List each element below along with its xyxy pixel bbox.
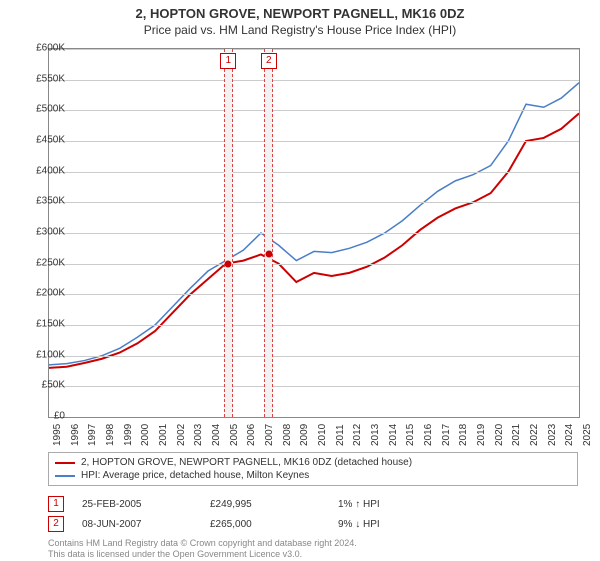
x-axis-label: 1998 <box>105 424 116 446</box>
y-axis-label: £100K <box>36 349 65 360</box>
legend-item-hpi: HPI: Average price, detached house, Milt… <box>55 469 571 482</box>
x-axis-label: 2000 <box>140 424 151 446</box>
x-axis-label: 2011 <box>335 424 346 446</box>
transaction-marker-box: 1 <box>48 496 64 512</box>
transaction-dot <box>225 260 232 267</box>
x-axis-label: 2025 <box>582 424 593 446</box>
footer: 1 25-FEB-2005 £249,995 1% ↑ HPI 2 08-JUN… <box>48 494 578 561</box>
x-axis-label: 1997 <box>87 424 98 446</box>
x-axis-label: 2014 <box>388 424 399 446</box>
legend: 2, HOPTON GROVE, NEWPORT PAGNELL, MK16 0… <box>48 452 578 486</box>
x-axis-label: 1996 <box>70 424 81 446</box>
chart-plot-area: 12 <box>48 48 580 418</box>
x-axis-label: 2012 <box>352 424 363 446</box>
transaction-row-1: 1 25-FEB-2005 £249,995 1% ↑ HPI <box>48 494 578 514</box>
x-axis-label: 2009 <box>299 424 310 446</box>
legend-label: HPI: Average price, detached house, Milt… <box>81 470 309 481</box>
x-axis-label: 2005 <box>229 424 240 446</box>
y-axis-label: £600K <box>36 43 65 54</box>
legend-label: 2, HOPTON GROVE, NEWPORT PAGNELL, MK16 0… <box>81 457 412 468</box>
transaction-dot <box>265 251 272 258</box>
chart-container: 2, HOPTON GROVE, NEWPORT PAGNELL, MK16 0… <box>0 0 600 560</box>
transaction-row-2: 2 08-JUN-2007 £265,000 9% ↓ HPI <box>48 514 578 534</box>
x-axis-label: 2001 <box>158 424 169 446</box>
x-axis-label: 2004 <box>211 424 222 446</box>
transaction-date: 25-FEB-2005 <box>82 499 192 510</box>
attribution-line: Contains HM Land Registry data © Crown c… <box>48 538 578 549</box>
transaction-hpi-delta: 1% ↑ HPI <box>338 499 448 510</box>
x-axis-label: 2023 <box>547 424 558 446</box>
legend-item-property: 2, HOPTON GROVE, NEWPORT PAGNELL, MK16 0… <box>55 456 571 469</box>
series-line-property <box>49 113 579 368</box>
x-axis-label: 2020 <box>494 424 505 446</box>
legend-swatch <box>55 475 75 477</box>
x-axis-label: 2018 <box>458 424 469 446</box>
y-axis-label: £400K <box>36 165 65 176</box>
y-axis-label: £500K <box>36 104 65 115</box>
transaction-price: £249,995 <box>210 499 320 510</box>
transaction-date: 08-JUN-2007 <box>82 519 192 530</box>
chart-title: 2, HOPTON GROVE, NEWPORT PAGNELL, MK16 0… <box>0 0 600 21</box>
y-axis-label: £550K <box>36 73 65 84</box>
x-axis-label: 2021 <box>511 424 522 446</box>
y-axis-label: £350K <box>36 196 65 207</box>
x-axis-label: 2008 <box>282 424 293 446</box>
transaction-price: £265,000 <box>210 519 320 530</box>
x-axis-label: 2006 <box>246 424 257 446</box>
series-line-hpi <box>49 83 579 365</box>
y-axis-label: £50K <box>42 380 65 391</box>
x-axis-label: 2024 <box>564 424 575 446</box>
x-axis-label: 1999 <box>123 424 134 446</box>
x-axis-label: 2015 <box>405 424 416 446</box>
x-axis-label: 2019 <box>476 424 487 446</box>
x-axis-label: 2022 <box>529 424 540 446</box>
x-axis-label: 2016 <box>423 424 434 446</box>
attribution: Contains HM Land Registry data © Crown c… <box>48 538 578 561</box>
y-axis-label: £300K <box>36 227 65 238</box>
legend-swatch <box>55 462 75 464</box>
y-axis-label: £150K <box>36 319 65 330</box>
transaction-marker-box: 2 <box>48 516 64 532</box>
x-axis-label: 1995 <box>52 424 63 446</box>
x-axis-label: 2013 <box>370 424 381 446</box>
x-axis-label: 2003 <box>193 424 204 446</box>
y-axis-label: £200K <box>36 288 65 299</box>
y-axis-label: £450K <box>36 135 65 146</box>
attribution-line: This data is licensed under the Open Gov… <box>48 549 578 560</box>
chart-subtitle: Price paid vs. HM Land Registry's House … <box>0 21 600 37</box>
x-axis-label: 2010 <box>317 424 328 446</box>
transaction-hpi-delta: 9% ↓ HPI <box>338 519 448 530</box>
x-axis-label: 2002 <box>176 424 187 446</box>
x-axis-label: 2007 <box>264 424 275 446</box>
transaction-marker: 2 <box>261 53 277 69</box>
y-axis-label: £250K <box>36 257 65 268</box>
y-axis-label: £0 <box>54 411 65 422</box>
transaction-marker: 1 <box>220 53 236 69</box>
x-axis-label: 2017 <box>441 424 452 446</box>
